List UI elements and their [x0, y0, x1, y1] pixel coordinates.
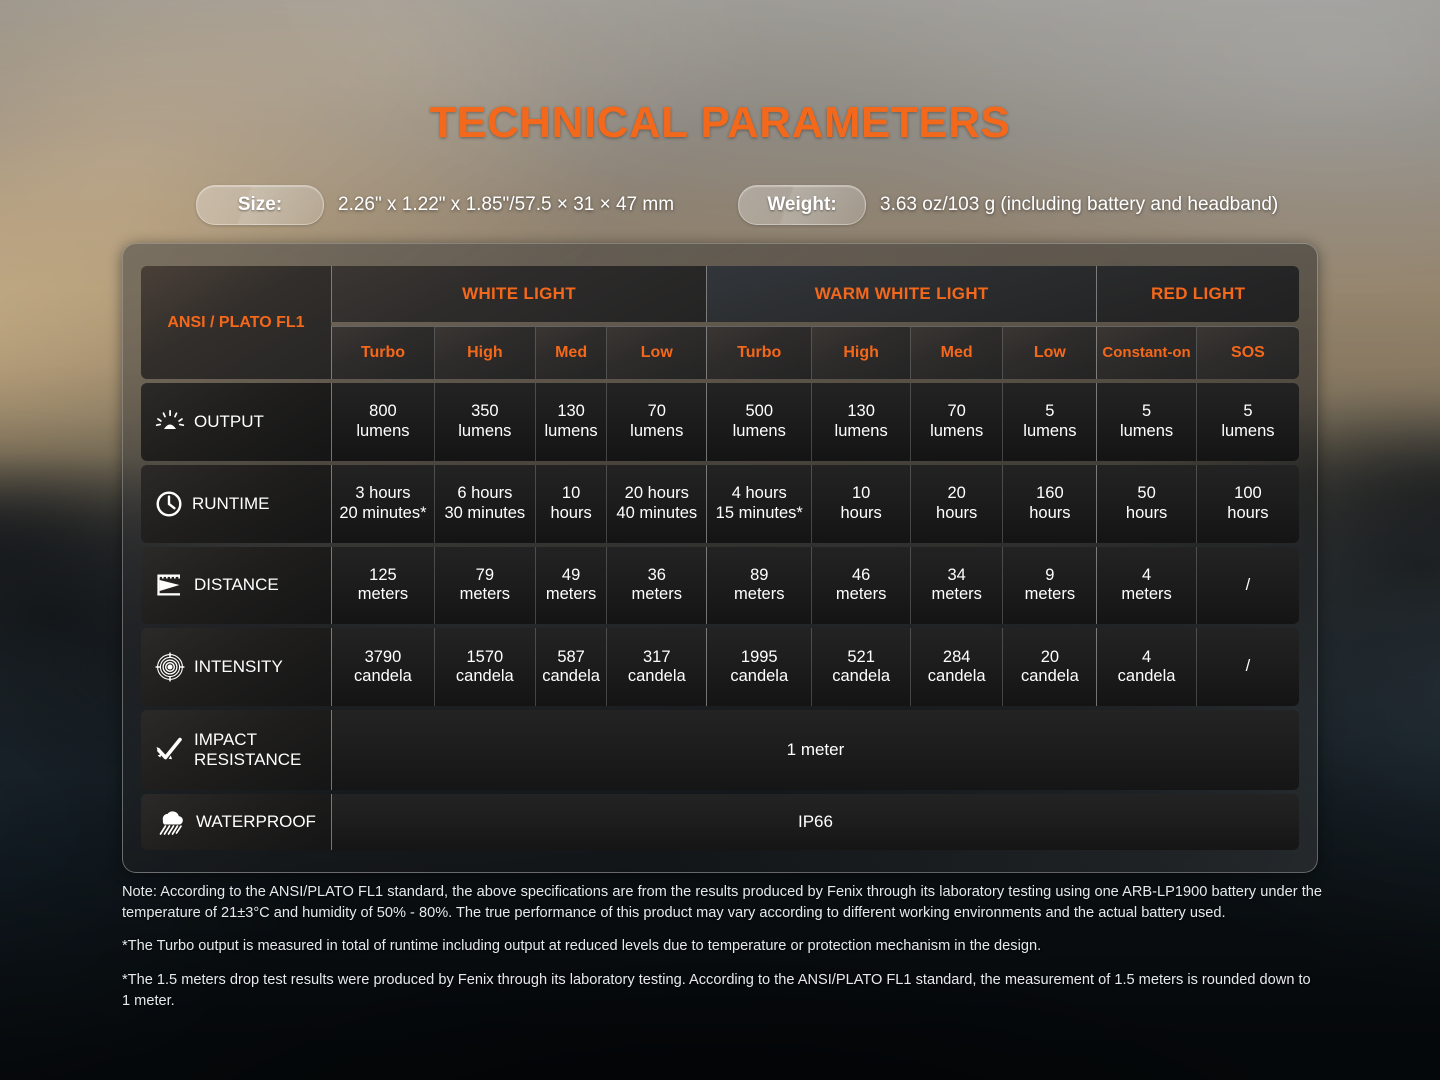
cell-runtime-warm-low: 160 hours	[1002, 464, 1097, 543]
footnote-note: Note: According to the ANSI/PLATO FL1 st…	[122, 884, 1322, 921]
mode-header-white-turbo: Turbo	[330, 326, 434, 379]
cell-intensity-warm-high: 521 candela	[811, 628, 910, 706]
mode-header-white-med: Med	[534, 326, 607, 379]
size-spec: Size: 2.26" x 1.22" x 1.85"/57.5 × 31 × …	[196, 185, 674, 225]
row-label-output: OUTPUT	[141, 383, 331, 461]
cell-intensity-white-turbo: 3790 candela	[330, 628, 434, 706]
cell-output-white-high: 350 lumens	[433, 383, 535, 461]
cell-distance-warm-high: 46 meters	[811, 546, 910, 625]
cell-runtime-warm-high: 10 hours	[811, 464, 910, 543]
cell-output-warm-med: 70 lumens	[909, 383, 1003, 461]
cell-distance-red-constant-on: 4 meters	[1096, 546, 1196, 625]
cell-intensity-red-sos: /	[1195, 628, 1299, 706]
cell-output-white-med: 130 lumens	[534, 383, 607, 461]
cell-runtime-warm-med: 20 hours	[909, 464, 1003, 543]
cell-distance-warm-med: 34 meters	[909, 546, 1003, 625]
cell-output-red-constant-on: 5 lumens	[1096, 383, 1196, 461]
size-value: 2.26" x 1.22" x 1.85"/57.5 × 31 × 47 mm	[338, 194, 675, 215]
cell-distance-white-turbo: 125 meters	[330, 546, 434, 625]
corner-header-ansi-plato: ANSI / PLATO FL1	[141, 266, 331, 379]
row-label-distance: DISTANCE	[141, 546, 331, 625]
spec-summary-row: Size: 2.26" x 1.22" x 1.85"/57.5 × 31 × …	[0, 185, 1440, 225]
cell-distance-red-sos: /	[1195, 546, 1299, 625]
weight-spec: Weight: 3.63 oz/103 g (including battery…	[738, 185, 1278, 225]
table-row: OUTPUT 800 lumens 350 lumens 130 lumens …	[141, 383, 1299, 461]
weight-label-pill: Weight:	[738, 185, 866, 225]
weight-value: 3.63 oz/103 g (including battery and hea…	[880, 194, 1279, 215]
cell-intensity-white-low: 317 candela	[606, 628, 707, 706]
cell-distance-white-med: 49 meters	[534, 546, 607, 625]
cell-intensity-warm-low: 20 candela	[1002, 628, 1097, 706]
rain-cloud-icon	[159, 811, 183, 835]
row-label-runtime: RUNTIME	[141, 464, 331, 543]
table-row: RUNTIME 3 hours 20 minutes* 6 hours 30 m…	[141, 464, 1299, 543]
group-header-warm-white-light: WARM WHITE LIGHT	[706, 266, 1097, 322]
cell-output-warm-turbo: 500 lumens	[706, 383, 812, 461]
cell-intensity-warm-turbo: 1995 candela	[706, 628, 812, 706]
row-label-waterproof: WATERPROOF	[141, 794, 331, 850]
size-label-pill: Size:	[196, 185, 324, 225]
table-row: INTENSITY 3790 candela 1570 candela 587 …	[141, 628, 1299, 706]
row-label-text: RUNTIME	[192, 493, 270, 513]
cell-output-white-turbo: 800 lumens	[330, 383, 434, 461]
cell-output-warm-high: 130 lumens	[811, 383, 910, 461]
mode-header-warm-high: High	[811, 326, 910, 379]
cell-runtime-warm-turbo: 4 hours 15 minutes*	[706, 464, 812, 543]
cell-distance-warm-turbo: 89 meters	[706, 546, 812, 625]
cell-impact-resistance-value: 1 meter	[330, 710, 1299, 791]
row-label-text: INTENSITY	[194, 657, 283, 677]
mode-header-white-low: Low	[606, 326, 707, 379]
cell-runtime-white-low: 20 hours 40 minutes	[606, 464, 707, 543]
footnote-turbo: *The Turbo output is measured in total o…	[122, 938, 1042, 955]
mode-header-warm-low: Low	[1002, 326, 1097, 379]
row-label-impact-resistance: IMPACT RESISTANCE	[141, 710, 331, 791]
footnotes: Note: According to the ANSI/PLATO FL1 st…	[122, 882, 1322, 1012]
cell-intensity-red-constant-on: 4 candela	[1096, 628, 1196, 706]
cell-intensity-white-med: 587 candela	[534, 628, 607, 706]
cell-distance-white-low: 36 meters	[606, 546, 707, 625]
cell-output-red-sos: 5 lumens	[1195, 383, 1299, 461]
table-group-header-row: ANSI / PLATO FL1 WHITE LIGHT WARM WHITE …	[141, 266, 1299, 379]
page-title: TECHNICAL PARAMETERS	[429, 98, 1011, 147]
cell-runtime-white-high: 6 hours 30 minutes	[433, 464, 535, 543]
mode-header-warm-turbo: Turbo	[706, 326, 812, 379]
group-header-white-light: WHITE LIGHT	[330, 266, 707, 322]
cell-runtime-red-sos: 100 hours	[1195, 464, 1299, 543]
row-label-intensity: INTENSITY	[141, 628, 331, 706]
table-row: IMPACT RESISTANCE 1 meter	[141, 710, 1299, 791]
footnote-drop-test: *The 1.5 meters drop test results were p…	[122, 972, 1311, 1009]
cell-intensity-white-high: 1570 candela	[433, 628, 535, 706]
cell-output-white-low: 70 lumens	[606, 383, 707, 461]
row-label-text: DISTANCE	[194, 575, 279, 595]
table-mode-header-row: Turbo High Med Low Turbo High Med Low Co…	[141, 326, 1299, 379]
sunburst-icon	[155, 409, 185, 429]
impact-check-icon	[156, 737, 182, 760]
mode-header-white-high: High	[433, 326, 535, 379]
cell-runtime-white-turbo: 3 hours 20 minutes*	[330, 464, 434, 543]
row-label-text: WATERPROOF	[196, 812, 316, 831]
mode-header-red-sos: SOS	[1195, 326, 1299, 379]
row-label-text: IMPACT RESISTANCE	[194, 729, 302, 770]
mode-header-warm-med: Med	[909, 326, 1003, 379]
cell-runtime-red-constant-on: 50 hours	[1096, 464, 1196, 543]
technical-parameters-table: ANSI / PLATO FL1 WHITE LIGHT WARM WHITE …	[141, 262, 1299, 854]
ruler-beam-icon	[157, 574, 180, 596]
target-icon	[155, 652, 185, 682]
table-row: DISTANCE 125 meters 79 meters 49 meters …	[141, 546, 1299, 625]
cell-distance-warm-low: 9 meters	[1002, 546, 1097, 625]
table-row: WATERPROOF IP66	[141, 794, 1299, 850]
cell-waterproof-value: IP66	[330, 794, 1299, 850]
clock-icon	[156, 491, 182, 517]
mode-header-red-constant-on: Constant-on	[1096, 326, 1196, 379]
group-header-red-light: RED LIGHT	[1096, 266, 1299, 322]
cell-intensity-warm-med: 284 candela	[909, 628, 1003, 706]
cell-output-warm-low: 5 lumens	[1002, 383, 1097, 461]
row-label-text: OUTPUT	[194, 411, 264, 431]
specs-table-card: ANSI / PLATO FL1 WHITE LIGHT WARM WHITE …	[122, 243, 1318, 873]
cell-runtime-white-med: 10 hours	[534, 464, 607, 543]
cell-distance-white-high: 79 meters	[433, 546, 535, 625]
